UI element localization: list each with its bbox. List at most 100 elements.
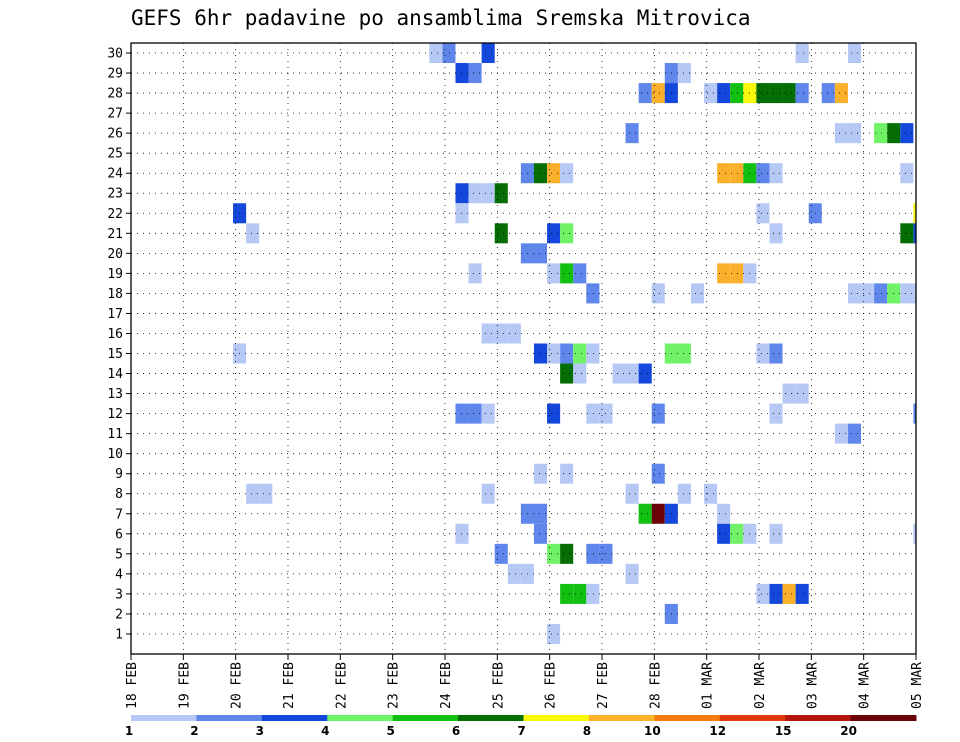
- heatmap-cell: [704, 483, 718, 504]
- heatmap-cell: [481, 183, 495, 204]
- colorbar-segment: [327, 715, 394, 721]
- colorbar: 1 2 3 4 5 6 7 8 10 12 15 20: [125, 715, 917, 738]
- heatmap-cell: [481, 43, 495, 64]
- heatmap-cell: [717, 263, 731, 284]
- heatmap-cell: [834, 123, 848, 144]
- y-tick-label: 18: [107, 287, 123, 302]
- heatmap-cell: [560, 583, 574, 604]
- heatmap-cell: [717, 503, 731, 524]
- heatmap-cell: [861, 283, 875, 304]
- heatmap-cell: [756, 203, 770, 224]
- heatmap-cell: [847, 283, 862, 304]
- heatmap-cell: [481, 483, 495, 504]
- colorbar-label: 2: [190, 724, 198, 738]
- heatmap-cell: [533, 343, 548, 364]
- heatmap-cell: [533, 163, 548, 184]
- heatmap-cell: [651, 83, 665, 104]
- colorbar-segment: [131, 715, 197, 721]
- heatmap-cell: [651, 403, 665, 424]
- heatmap-cell: [690, 283, 705, 304]
- heatmap-cell: [586, 403, 600, 424]
- heatmap-cell: [913, 403, 916, 424]
- colorbar-label: 6: [452, 724, 460, 738]
- heatmap-cell: [533, 243, 548, 264]
- heatmap-cell: [455, 403, 469, 424]
- heatmap-cell: [900, 283, 914, 304]
- heatmap-cell: [625, 563, 639, 584]
- x-tick-label: 02 MAR: [753, 662, 768, 709]
- heatmap-cell: [533, 463, 548, 484]
- heatmap-cell: [494, 183, 508, 204]
- colorbar-label: 8: [583, 724, 591, 738]
- heatmap-cell: [481, 323, 495, 344]
- colorbar-segment: [785, 715, 852, 721]
- colorbar-segment: [392, 715, 459, 721]
- heatmap-cell: [769, 523, 783, 544]
- heatmap-cell: [717, 163, 731, 184]
- heatmap-cell: [455, 203, 469, 224]
- y-tick-label: 14: [107, 367, 123, 382]
- y-tick-label: 27: [107, 107, 123, 122]
- x-axis: 18 FEB 19 FEB 20 FEB 21 FEB 22 FEB 23 FEB 24 F…: [125, 654, 925, 709]
- heatmap-cell: [560, 223, 574, 244]
- heatmap-cell: [677, 343, 691, 364]
- heatmap-cell: [900, 163, 914, 184]
- heatmap-cell: [533, 523, 548, 544]
- heatmap-cell: [677, 63, 691, 84]
- heatmap-cell: [730, 523, 744, 544]
- y-tick-label: 25: [107, 147, 123, 162]
- colorbar-label: 7: [517, 724, 525, 738]
- heatmap-cell: [756, 343, 770, 364]
- heatmap-cell: [769, 583, 783, 604]
- heatmap-cell: [573, 363, 587, 384]
- heatmap-cell: [913, 203, 916, 224]
- heatmap-cell: [507, 563, 521, 584]
- heatmap-cell: [795, 383, 809, 404]
- heatmap-cell: [547, 623, 561, 644]
- heatmap-cell: [795, 43, 809, 64]
- heatmap-cell: [560, 543, 574, 564]
- heatmap-cell: [795, 583, 809, 604]
- heatmap-cell: [560, 463, 574, 484]
- x-tick-label: 24 FEB: [439, 662, 454, 709]
- heatmap-cell: [834, 83, 848, 104]
- colorbar-label: 3: [256, 724, 264, 738]
- heatmap-cell: [259, 483, 273, 504]
- y-tick-label: 23: [107, 187, 123, 202]
- heatmap-cell: [769, 163, 783, 184]
- heatmap-cell: [874, 283, 888, 304]
- colorbar-segment: [719, 715, 786, 721]
- heatmap-cell: [573, 343, 587, 364]
- colorbar-segment: [850, 715, 917, 721]
- heatmap-cell: [547, 263, 561, 284]
- heatmap-cell: [560, 363, 574, 384]
- chart-title: GEFS 6hr padavine po ansamblima Sremska …: [131, 6, 751, 30]
- heatmap-cell: [560, 343, 574, 364]
- y-tick-label: 30: [107, 47, 123, 62]
- heatmap-cell: [756, 163, 770, 184]
- x-tick-label: 26 FEB: [544, 662, 559, 709]
- heatmap-cell: [651, 283, 665, 304]
- colorbar-label: 1: [125, 724, 133, 738]
- x-tick-label: 21 FEB: [282, 662, 297, 709]
- heatmap-cell: [638, 83, 652, 104]
- heatmap-cell: [677, 483, 691, 504]
- heatmap-cell: [573, 263, 587, 284]
- heatmap-cell: [651, 463, 665, 484]
- heatmap-cell: [586, 543, 600, 564]
- heatmap-cell: [769, 343, 783, 364]
- heatmap-cell: [900, 223, 914, 244]
- y-tick-label: 13: [107, 387, 123, 402]
- heatmap-cell: [847, 123, 862, 144]
- y-tick-label: 9: [115, 467, 123, 482]
- x-tick-label: 27 FEB: [596, 662, 611, 709]
- colorbar-segment: [261, 715, 328, 721]
- heatmap-cell: [586, 583, 600, 604]
- heatmap-cell: [821, 83, 835, 104]
- heatmap-cell: [769, 83, 783, 104]
- x-tick-label: 23 FEB: [387, 662, 402, 709]
- colorbar-label: 5: [386, 724, 394, 738]
- heatmap-cell: [468, 183, 482, 204]
- y-tick-label: 2: [115, 607, 123, 622]
